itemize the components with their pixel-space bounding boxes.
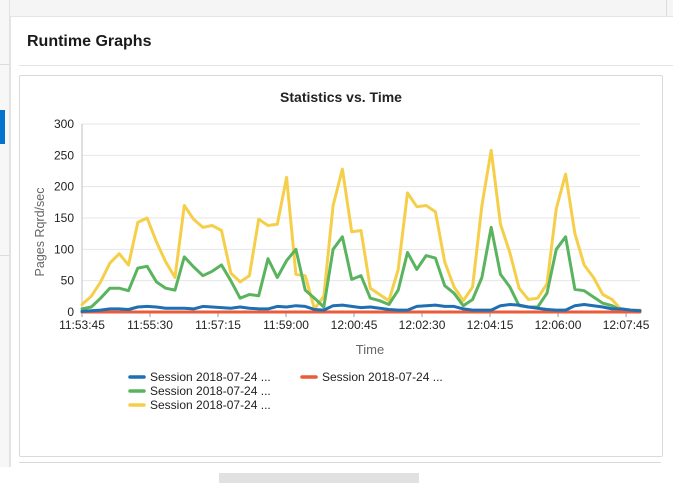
x-tick-label: 12:02:30 bbox=[399, 318, 446, 332]
y-tick-label: 200 bbox=[54, 180, 74, 194]
top-strip bbox=[10, 0, 673, 17]
section-title: Runtime Graphs bbox=[27, 33, 152, 50]
legend-item-4[interactable]: Session 2018-07-24 ... bbox=[128, 398, 271, 412]
legend-item-2[interactable]: Session 2018-07-24 ... bbox=[300, 370, 443, 384]
legend-label: Session 2018-07-24 ... bbox=[150, 370, 271, 384]
legend-item-1[interactable]: Session 2018-07-24 ... bbox=[128, 370, 271, 384]
y-tick-label: 50 bbox=[61, 274, 75, 288]
legend[interactable]: Session 2018-07-24 ... Session 2018-07-24… bbox=[128, 370, 443, 412]
statistics-chart: Statistics vs. Time Pages Rqrd/sec Time … bbox=[33, 89, 650, 412]
x-axis-label: Time bbox=[356, 342, 384, 357]
series-layer bbox=[80, 148, 642, 314]
x-tick-label: 11:59:00 bbox=[263, 318, 309, 332]
legend-label: Session 2018-07-24 ... bbox=[150, 384, 271, 398]
nav-active-indicator bbox=[0, 110, 5, 144]
x-tick-label: 11:57:15 bbox=[195, 318, 241, 332]
y-tick-label: 0 bbox=[67, 305, 74, 319]
x-tick-label: 11:55:30 bbox=[127, 318, 173, 332]
series-line-4 bbox=[80, 148, 642, 312]
legend-item-3[interactable]: Session 2018-07-24 ... bbox=[128, 384, 271, 398]
gridlines bbox=[82, 123, 640, 282]
y-tick-label: 100 bbox=[54, 242, 74, 256]
legend-label: Session 2018-07-24 ... bbox=[322, 370, 443, 384]
y-tick-label: 300 bbox=[54, 117, 74, 131]
x-tick-label: 12:06:00 bbox=[535, 318, 582, 332]
x-tick-label: 12:00:45 bbox=[331, 318, 378, 332]
next-chart-card bbox=[19, 462, 661, 483]
y-axis-label: Pages Rqrd/sec bbox=[33, 188, 47, 277]
left-nav-rail bbox=[0, 0, 10, 467]
title-divider bbox=[19, 65, 673, 66]
runtime-graphs-panel: Runtime Graphs Statistics vs. Time Pages… bbox=[10, 17, 673, 483]
x-tick-label: 11:53:45 bbox=[59, 318, 105, 332]
nav-divider bbox=[0, 64, 9, 65]
y-tick-label: 250 bbox=[54, 148, 74, 162]
chart-card: Statistics vs. Time Pages Rqrd/sec Time … bbox=[19, 75, 663, 457]
x-tick-label: 12:07:45 bbox=[603, 318, 650, 332]
chart-title: Statistics vs. Time bbox=[280, 89, 402, 105]
legend-label: Session 2018-07-24 ... bbox=[150, 398, 271, 412]
nav-divider bbox=[0, 255, 9, 256]
series-line-3 bbox=[80, 225, 642, 313]
series-line-1 bbox=[80, 303, 642, 313]
x-tick-label: 12:04:15 bbox=[467, 318, 514, 332]
y-tick-label: 150 bbox=[54, 211, 74, 225]
